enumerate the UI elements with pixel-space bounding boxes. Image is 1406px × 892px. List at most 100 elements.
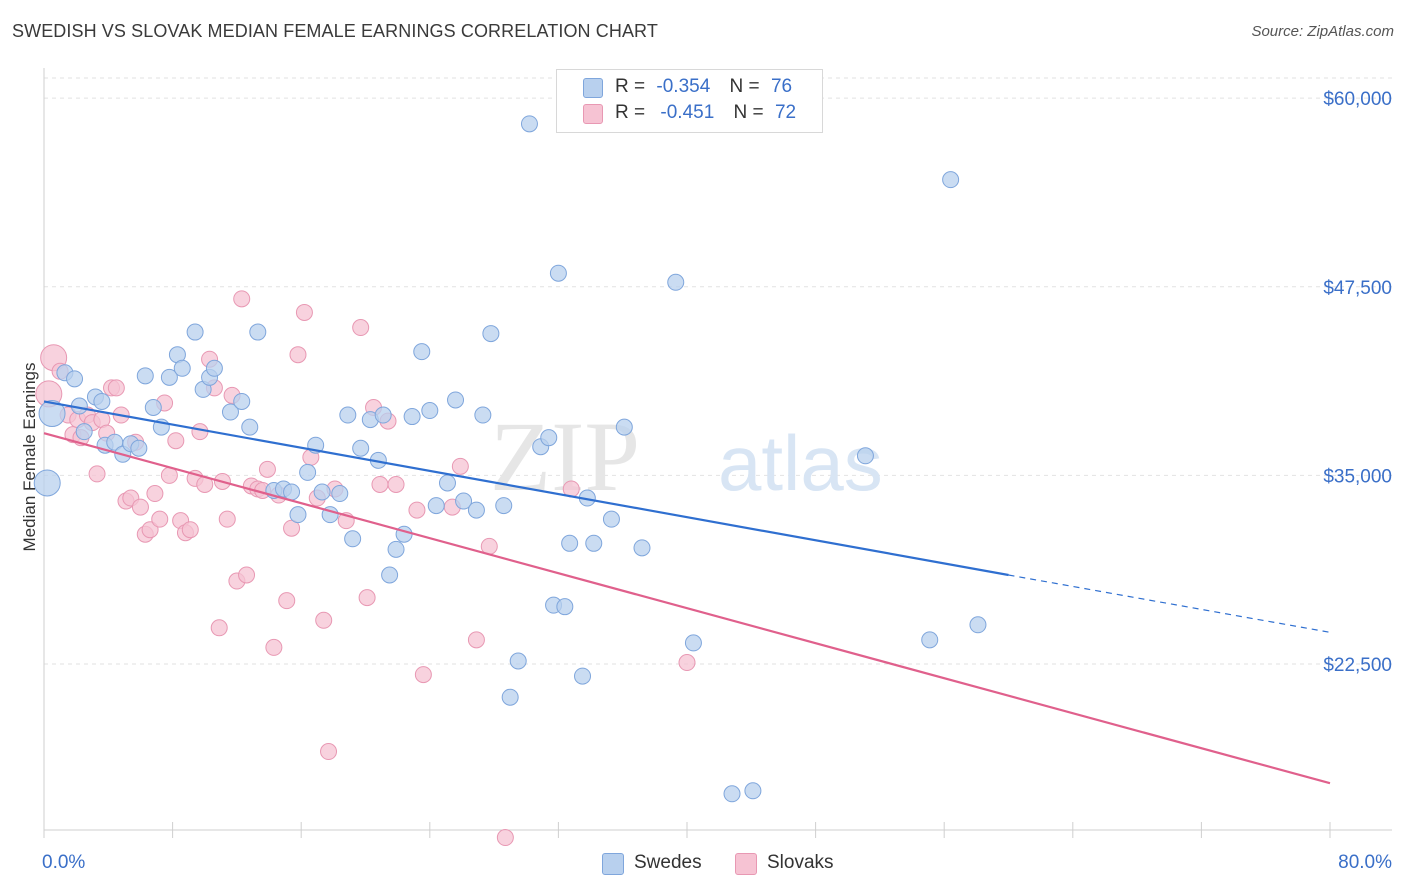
point-swedes — [921, 631, 939, 649]
correlation-legend: R = -0.354 N = 76 R = -0.451 N = 72 — [556, 69, 823, 133]
point-swedes — [130, 439, 148, 457]
point-swedes — [540, 429, 558, 447]
legend-r-value-swedes: -0.354 — [656, 76, 711, 97]
point-swedes — [173, 359, 191, 377]
point-swedes — [160, 368, 178, 386]
point-swedes — [339, 406, 357, 424]
point-swedes — [856, 447, 874, 465]
watermark: ZIP atlas — [490, 401, 883, 512]
point-slovaks — [131, 498, 149, 516]
x-tick-label-min: 0.0% — [42, 852, 85, 873]
legend-n-label: N = — [733, 102, 764, 123]
point-swedes — [942, 171, 960, 189]
point-slovaks — [371, 475, 389, 493]
y-tick-label: $35,000 — [1323, 466, 1392, 487]
point-swedes — [427, 497, 445, 515]
point-swedes — [205, 359, 223, 377]
swedes-label: Swedes — [634, 852, 702, 873]
point-slovaks — [387, 475, 405, 493]
legend-swatch-swedes — [583, 78, 603, 98]
point-swedes — [615, 418, 633, 436]
point-swedes — [313, 483, 331, 501]
tick-labels: $22,500 $35,000 $47,500 $60,000 0.0% 80.0% — [42, 89, 1392, 873]
point-slovaks — [352, 319, 370, 337]
point-swedes — [455, 492, 473, 510]
chart-title: SWEDISH VS SLOVAK MEDIAN FEMALE EARNINGS… — [12, 21, 658, 41]
point-swedes — [381, 566, 399, 584]
point-swedes — [352, 439, 370, 457]
point-slovaks — [265, 638, 283, 656]
point-slovaks — [496, 829, 514, 847]
point-slovaks — [278, 592, 296, 610]
point-swedes — [482, 325, 500, 343]
watermark-atlas: atlas — [718, 419, 883, 507]
point-slovaks — [146, 485, 164, 503]
point-swedes — [144, 399, 162, 417]
legend-n-label: N = — [729, 76, 760, 97]
point-swedes — [501, 688, 519, 706]
series-swedes — [33, 115, 987, 803]
point-swedes — [744, 782, 762, 800]
point-slovaks — [408, 501, 426, 519]
axes — [43, 68, 1392, 838]
point-swedes — [447, 391, 465, 409]
point-swedes — [233, 392, 251, 410]
point-slovaks — [451, 457, 469, 475]
point-swedes — [221, 403, 239, 421]
point-swedes — [495, 497, 513, 515]
point-swedes — [574, 667, 592, 685]
point-swedes — [387, 540, 405, 558]
trend-line-swedes-extension — [1008, 574, 1331, 633]
point-swedes — [283, 483, 301, 501]
point-swedes — [556, 598, 574, 616]
point-swedes — [561, 534, 579, 552]
point-slovaks — [414, 666, 432, 684]
point-slovaks — [151, 510, 169, 528]
point-swedes — [520, 115, 538, 133]
legend-n-value-swedes: 76 — [770, 76, 793, 97]
trend-line-swedes — [43, 400, 1009, 577]
point-slovaks — [678, 654, 696, 672]
point-swedes — [136, 367, 154, 385]
point-swedes — [403, 408, 421, 426]
point-slovaks — [88, 465, 106, 483]
point-swedes — [474, 406, 492, 424]
point-slovaks — [107, 379, 125, 397]
point-swedes — [249, 323, 267, 341]
point-swedes — [331, 485, 349, 503]
point-swedes — [241, 418, 259, 436]
point-slovaks — [289, 346, 307, 364]
trend-lines — [43, 400, 1331, 785]
y-tick-label: $47,500 — [1323, 278, 1392, 299]
trend-line-slovaks — [43, 432, 1331, 785]
series-slovaks — [35, 290, 696, 847]
point-slovaks — [283, 519, 301, 537]
point-swedes — [299, 463, 317, 481]
point-slovaks — [258, 460, 276, 478]
point-slovaks — [181, 521, 199, 539]
point-swedes — [66, 370, 84, 388]
point-swedes — [289, 506, 307, 524]
point-swedes — [509, 652, 527, 670]
source-credit: Source: ZipAtlas.com — [1251, 23, 1394, 40]
slovaks-label: Slovaks — [767, 852, 834, 873]
legend-r-value-slovaks: -0.451 — [660, 102, 715, 123]
point-swedes — [33, 469, 61, 497]
slovaks-swatch — [735, 853, 757, 875]
point-slovaks — [141, 521, 159, 539]
y-axis-label: Median Female Earnings — [20, 363, 39, 552]
point-swedes — [374, 406, 392, 424]
point-slovaks — [238, 566, 256, 584]
point-slovaks — [210, 619, 228, 637]
point-swedes — [602, 510, 620, 528]
point-swedes — [467, 501, 485, 519]
point-swedes — [438, 474, 456, 492]
point-swedes — [344, 530, 362, 548]
point-slovaks — [167, 432, 185, 450]
point-slovaks — [218, 510, 236, 528]
point-swedes — [684, 634, 702, 652]
point-swedes — [667, 273, 685, 291]
point-swedes — [186, 323, 204, 341]
point-swedes — [421, 402, 439, 420]
